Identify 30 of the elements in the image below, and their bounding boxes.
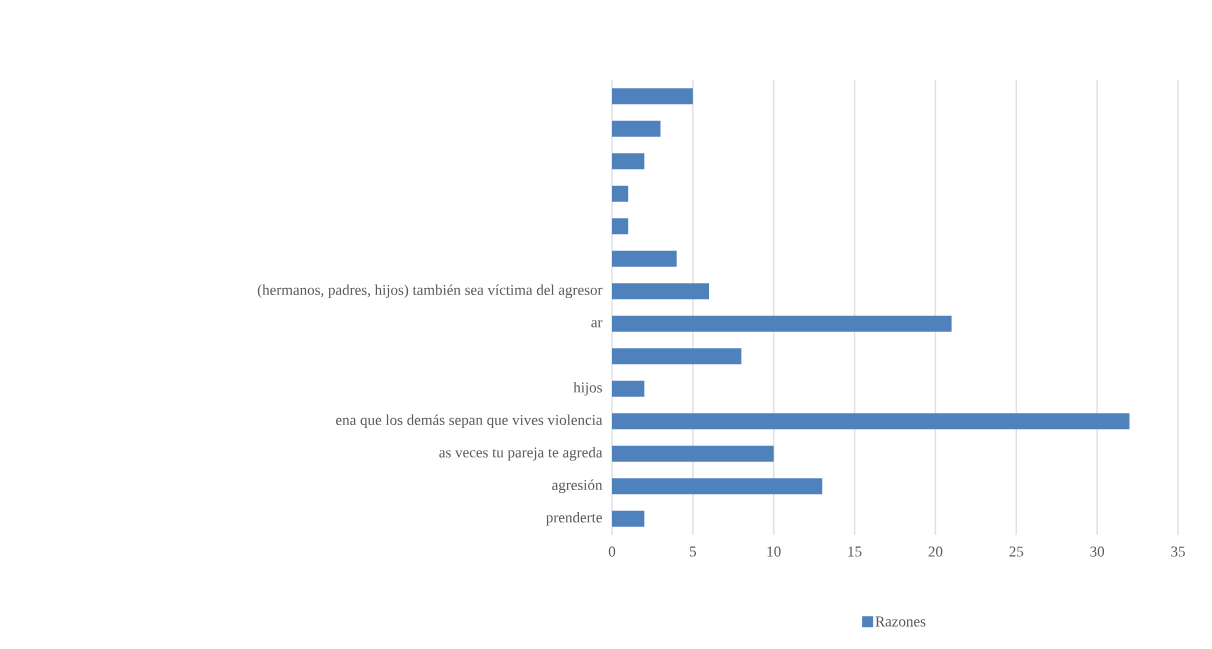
bar <box>612 380 645 397</box>
y-tick-label: (hermanos, padres, hijos) también sea víctima del agresor <box>257 284 603 299</box>
bar <box>612 153 645 170</box>
x-tick-label: 25 <box>1009 546 1024 557</box>
x-tick-label: 20 <box>928 546 943 557</box>
y-tick-label: as veces tu pareja te agreda <box>439 446 603 461</box>
bar <box>612 120 661 137</box>
y-tick-label: agresión <box>552 479 603 494</box>
x-tick-label: 5 <box>689 546 697 557</box>
bar <box>612 445 774 462</box>
y-tick-label: hijos <box>573 381 602 396</box>
x-tick-label: 35 <box>1171 546 1185 557</box>
bar <box>612 478 823 495</box>
legend-label: Razones <box>875 616 926 627</box>
x-tick-label: 0 <box>608 546 616 557</box>
y-tick-label: ena que los demás sepan que vives violencia <box>336 414 603 429</box>
bar <box>612 218 629 235</box>
bar <box>612 510 645 527</box>
bar <box>612 348 742 365</box>
y-tick-label: prenderte <box>546 511 602 526</box>
bar <box>612 315 952 332</box>
y-tick-label: ar <box>591 320 603 328</box>
bar <box>612 88 693 105</box>
x-tick-label: 15 <box>848 546 862 557</box>
bar <box>612 413 1130 430</box>
bar <box>612 250 677 267</box>
bar <box>612 185 629 202</box>
x-tick-label: 30 <box>1090 546 1105 557</box>
x-tick-label: 10 <box>767 546 781 557</box>
bar <box>612 283 710 300</box>
